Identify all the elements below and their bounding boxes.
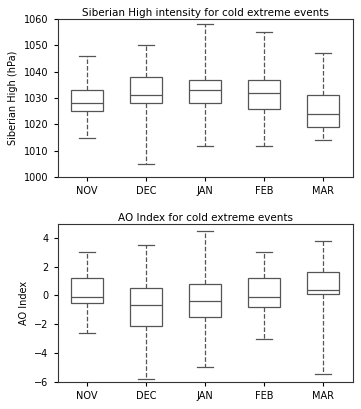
PathPatch shape [248, 80, 280, 109]
PathPatch shape [71, 90, 103, 111]
Y-axis label: Siberian High (hPa): Siberian High (hPa) [8, 51, 18, 145]
PathPatch shape [71, 278, 103, 303]
PathPatch shape [130, 288, 162, 326]
Title: AO Index for cold extreme events: AO Index for cold extreme events [118, 213, 293, 223]
PathPatch shape [307, 272, 339, 294]
PathPatch shape [307, 95, 339, 127]
PathPatch shape [248, 278, 280, 307]
PathPatch shape [189, 284, 221, 317]
PathPatch shape [189, 80, 221, 103]
PathPatch shape [130, 77, 162, 103]
Title: Siberian High intensity for cold extreme events: Siberian High intensity for cold extreme… [82, 8, 329, 18]
Y-axis label: AO Index: AO Index [18, 281, 29, 325]
